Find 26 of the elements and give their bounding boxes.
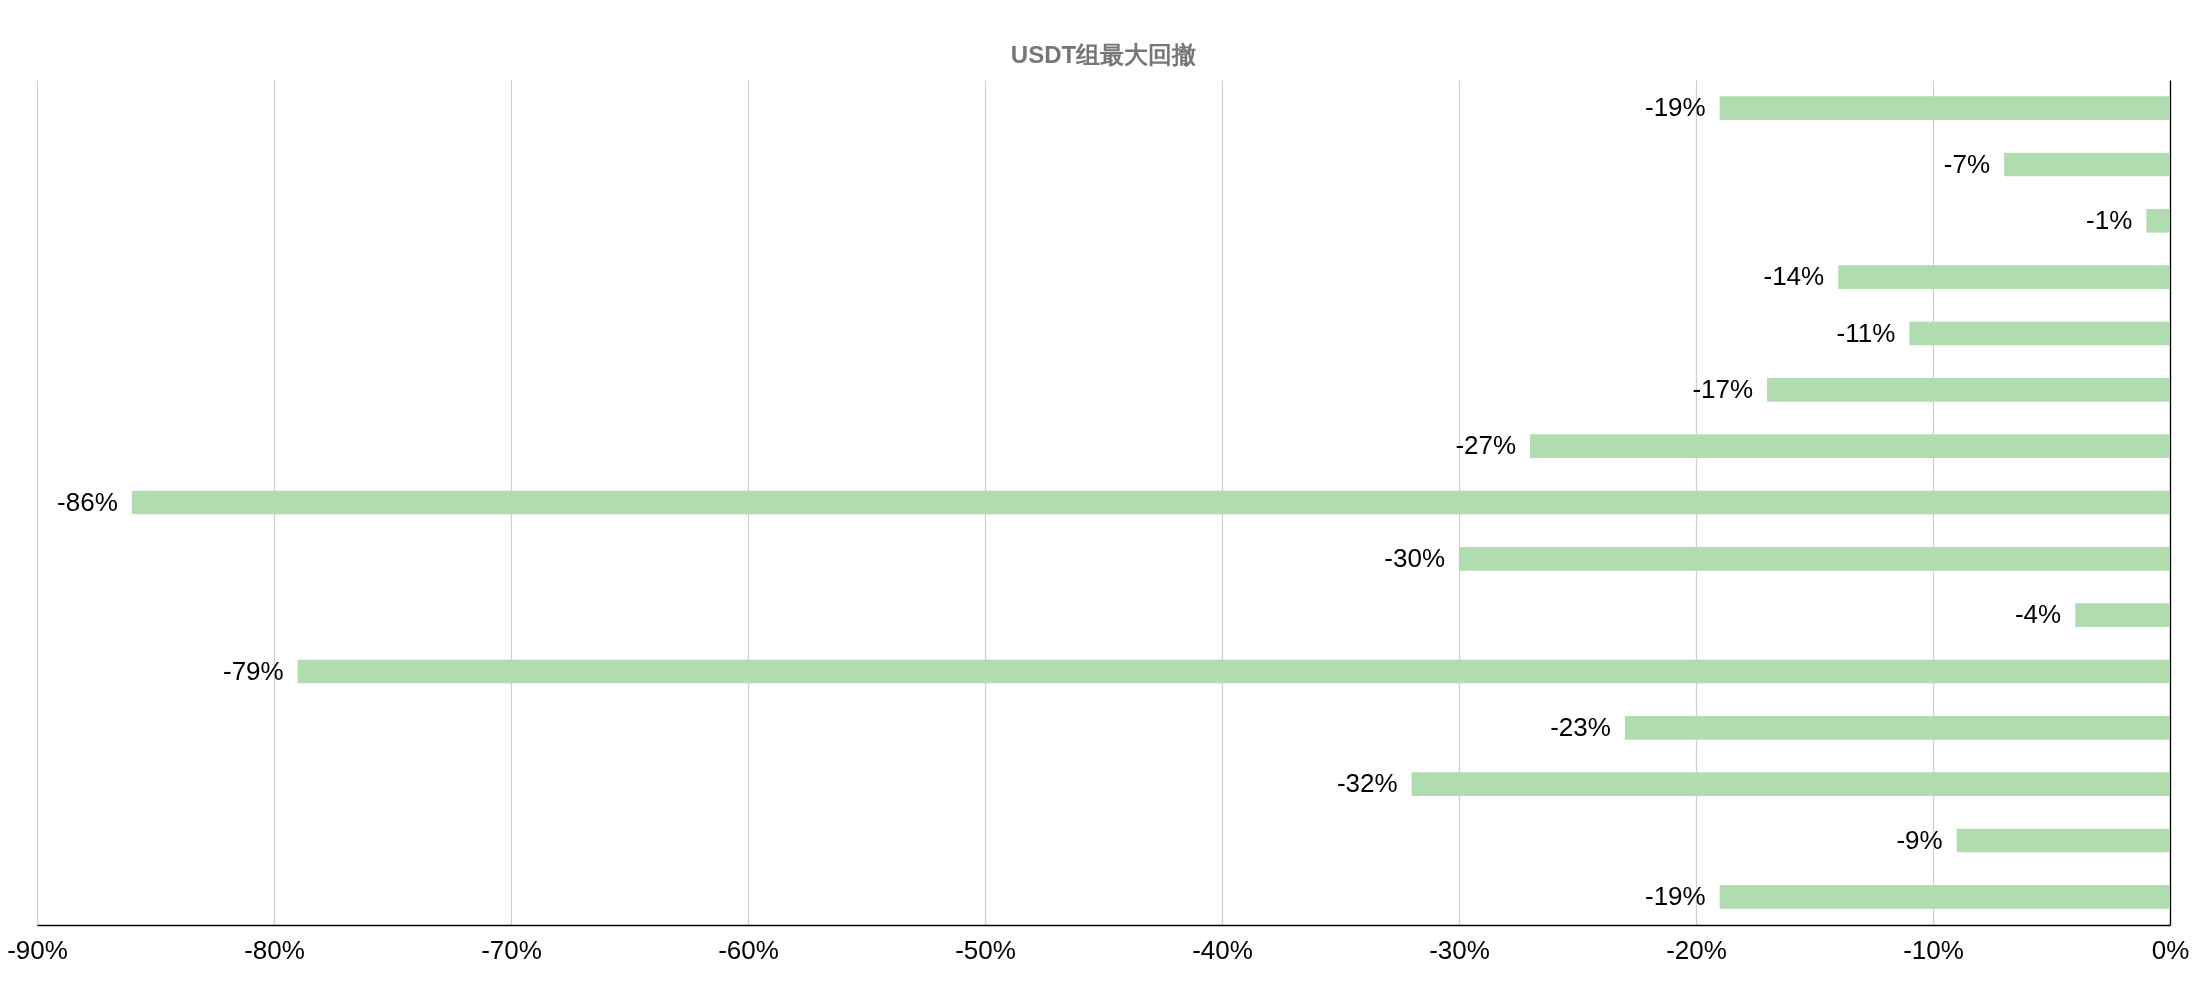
x-tick-label: -10%: [1903, 934, 1964, 965]
x-tick-label: -90%: [7, 934, 68, 965]
data-label: -19%: [1645, 880, 1706, 911]
data-label: -11%: [1836, 317, 1896, 348]
x-tick-label: -40%: [1192, 934, 1253, 965]
data-label: -17%: [1692, 373, 1754, 404]
data-label: -19%: [1645, 92, 1706, 123]
x-tick-label: -50%: [955, 934, 1016, 965]
data-label: -86%: [57, 486, 118, 517]
data-label: -9%: [1896, 824, 1943, 855]
data-label: -4%: [2014, 599, 2062, 630]
data-label: -1%: [2086, 204, 2133, 235]
data-label: -27%: [1455, 430, 1517, 461]
x-tick-label: -30%: [1429, 934, 1490, 965]
chart-title: USDT组最大回撤: [1010, 41, 1197, 68]
data-label: -79%: [223, 655, 284, 686]
data-label: -7%: [1943, 148, 1991, 179]
x-tick-label: 0%: [2151, 934, 2190, 965]
x-tick-label: -20%: [1666, 934, 1727, 965]
data-label: -32%: [1336, 768, 1398, 799]
data-label: -23%: [1550, 711, 1611, 742]
x-tick-label: -80%: [244, 934, 305, 965]
x-tick-label: -60%: [718, 934, 779, 965]
data-label: -30%: [1384, 542, 1445, 573]
x-tick-label: -70%: [481, 934, 542, 965]
data-label: -14%: [1763, 261, 1825, 292]
